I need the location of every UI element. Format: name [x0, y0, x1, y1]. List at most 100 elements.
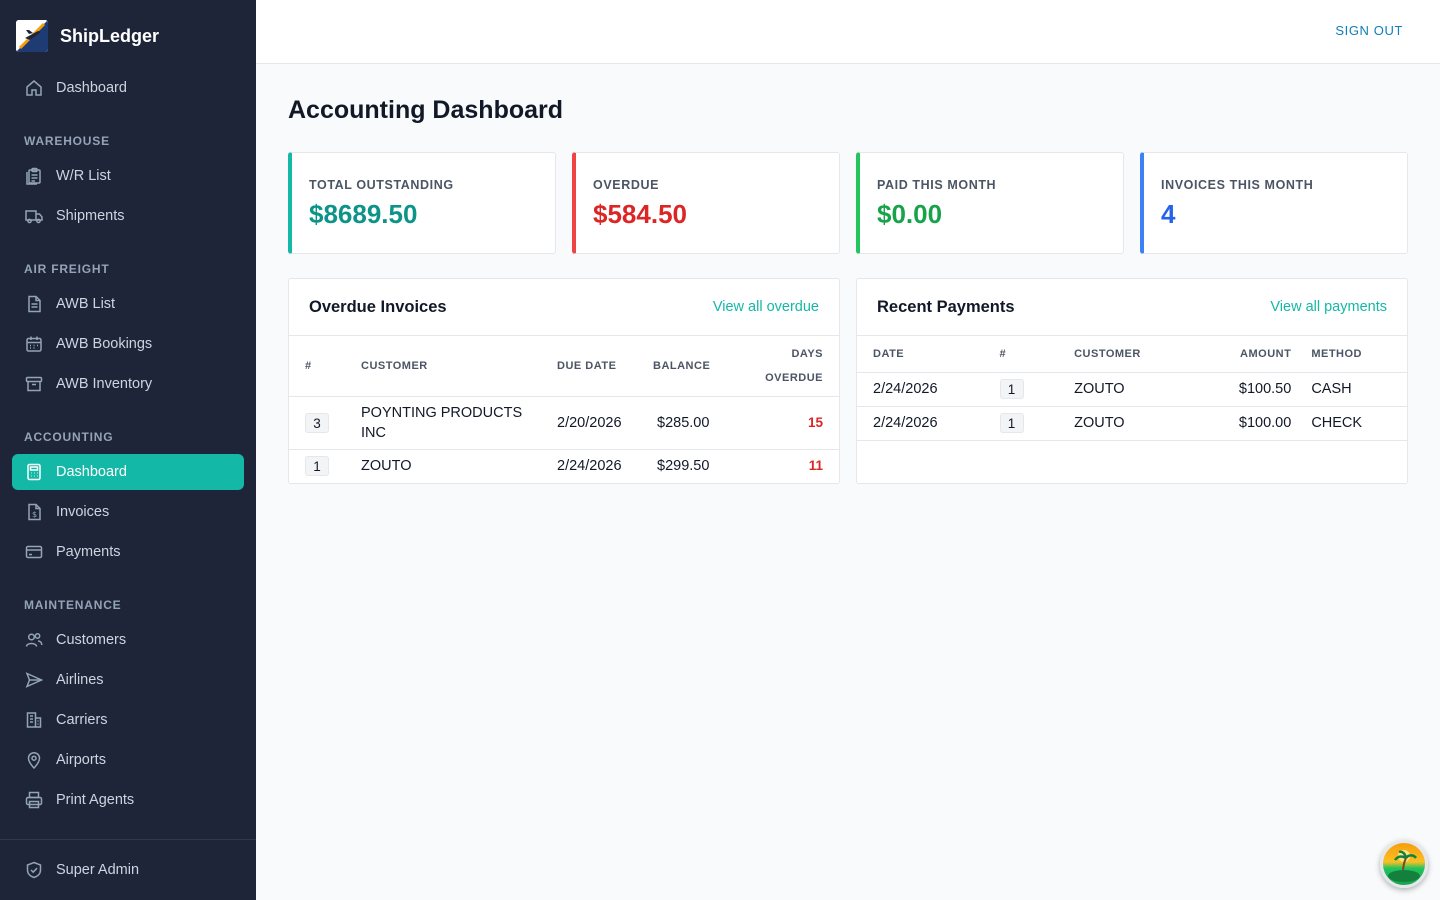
recent-payments-panel: Recent Payments View all payments DATE #…	[856, 278, 1408, 484]
paper-plane-icon	[24, 670, 44, 690]
sidebar-item-wr-list[interactable]: W/R List	[12, 158, 244, 194]
sidebar-item-label: Airports	[56, 752, 106, 768]
stat-label: TOTAL OUTSTANDING	[309, 178, 454, 192]
truck-icon	[24, 206, 44, 226]
col-header-date[interactable]: DATE	[873, 347, 905, 360]
calculator-icon	[24, 462, 44, 482]
balance-cell: $285.00	[657, 414, 710, 431]
stat-card-invoices-this-month: INVOICES THIS MONTH 4	[1140, 152, 1408, 254]
sidebar-item-label: Airlines	[56, 672, 104, 688]
col-header-days-line1: DAYS	[791, 347, 823, 360]
sidebar-item-label: W/R List	[56, 168, 111, 184]
table-row[interactable]: 1 ZOUTO 2/24/2026 $299.50 11	[289, 449, 839, 482]
stat-card-overdue: OVERDUE $584.50	[572, 152, 840, 254]
building-icon	[24, 710, 44, 730]
sidebar-item-dashboard[interactable]: Dashboard	[12, 70, 244, 106]
brand-logo-icon	[16, 20, 48, 52]
stat-label: OVERDUE	[593, 178, 660, 192]
table-row[interactable]: 3 POYNTING PRODUCTS INC 2/20/2026 $285.0…	[289, 396, 839, 449]
col-header-days-line2: OVERDUE	[765, 371, 823, 384]
col-header-num: #	[999, 347, 1007, 360]
sidebar-item-label: Payments	[56, 544, 121, 560]
sidebar-item-print-agents[interactable]: Print Agents	[12, 782, 244, 818]
sidebar-item-super-admin[interactable]: Super Admin	[12, 852, 244, 888]
document-icon	[24, 294, 44, 314]
stat-card-total-outstanding: TOTAL OUTSTANDING $8689.50	[288, 152, 556, 254]
sidebar-item-airlines[interactable]: Airlines	[12, 662, 244, 698]
nav-section-warehouse: WAREHOUSE	[24, 134, 110, 148]
invoice-number-badge[interactable]: 1	[999, 413, 1024, 433]
col-header-due-date[interactable]: DUE DATE	[557, 359, 617, 372]
sidebar-item-accounting-dashboard[interactable]: Dashboard	[12, 454, 244, 490]
svg-text:$: $	[32, 510, 37, 519]
sidebar-item-label: Invoices	[56, 504, 110, 520]
sidebar-item-awb-inventory[interactable]: AWB Inventory	[12, 366, 244, 402]
sidebar-item-shipments[interactable]: Shipments	[12, 198, 244, 234]
printer-icon	[24, 790, 44, 810]
view-all-overdue-link[interactable]: View all overdue	[712, 299, 819, 315]
table-row[interactable]: 2/24/2026 1 ZOUTO $100.50 CASH	[857, 372, 1407, 406]
assistant-avatar-button[interactable]	[1380, 840, 1428, 888]
sidebar-item-payments[interactable]: Payments	[12, 534, 244, 570]
sidebar-item-label: Shipments	[56, 208, 125, 224]
table-header-row: # CUSTOMER DUE DATE BALANCE DAYS OVERDUE	[289, 336, 839, 396]
page-title: Accounting Dashboard	[288, 96, 564, 124]
sign-out-button[interactable]: SIGN OUT	[1335, 23, 1403, 38]
top-bar: SIGN OUT	[256, 0, 1440, 64]
panel-title: Recent Payments	[877, 298, 1015, 316]
col-header-customer[interactable]: CUSTOMER	[361, 359, 428, 372]
amount-cell: $100.50	[1238, 381, 1292, 397]
stat-cards: TOTAL OUTSTANDING $8689.50 OVERDUE $584.…	[288, 152, 1408, 254]
sidebar-item-label: Customers	[56, 632, 127, 648]
stat-label: INVOICES THIS MONTH	[1161, 178, 1314, 192]
table-row[interactable]: 2/24/2026 1 ZOUTO $100.00 CHECK	[857, 406, 1407, 440]
sidebar-item-label: AWB Bookings	[56, 336, 153, 352]
sidebar-item-carriers[interactable]: Carriers	[12, 702, 244, 738]
invoice-dollar-icon: $	[24, 502, 44, 522]
sidebar-item-label: Dashboard	[56, 80, 127, 96]
sidebar-item-label: AWB List	[56, 296, 116, 312]
nav-section-maintenance: MAINTENANCE	[24, 598, 122, 612]
nav-section-accounting: ACCOUNTING	[24, 430, 114, 444]
date-cell: 2/24/2026	[873, 415, 938, 431]
clipboard-list-icon	[24, 166, 44, 186]
customer-cell: ZOUTO	[361, 457, 412, 474]
sidebar-item-airports[interactable]: Airports	[12, 742, 244, 778]
brand[interactable]: ShipLedger	[16, 20, 159, 52]
customer-cell: POYNTING PRODUCTS INC	[361, 404, 523, 441]
overdue-invoices-panel: Overdue Invoices View all overdue # CUST…	[288, 278, 840, 484]
nav-section-air-freight: AIR FREIGHT	[24, 262, 110, 276]
archive-box-icon	[24, 374, 44, 394]
days-overdue-cell: 11	[808, 458, 823, 474]
sidebar-item-label: Super Admin	[56, 862, 140, 878]
credit-card-icon	[24, 542, 44, 562]
invoice-number-badge[interactable]: 1	[305, 455, 329, 476]
col-header-amount[interactable]: AMOUNT	[1240, 347, 1292, 360]
customer-cell: ZOUTO	[1074, 415, 1125, 431]
stat-value: $0.00	[877, 199, 943, 229]
invoice-number-badge[interactable]: 1	[999, 379, 1024, 399]
table-header-row: DATE # CUSTOMER AMOUNT METHOD	[857, 336, 1407, 372]
sidebar-item-awb-bookings[interactable]: AWB Bookings	[12, 326, 244, 362]
home-icon	[24, 78, 44, 98]
invoice-number-badge[interactable]: 3	[305, 412, 329, 433]
sidebar-item-customers[interactable]: Customers	[12, 622, 244, 658]
sidebar-item-invoices[interactable]: $ Invoices	[12, 494, 244, 530]
col-header-customer[interactable]: CUSTOMER	[1074, 347, 1141, 360]
sidebar-item-label: Print Agents	[56, 792, 135, 808]
calendar-icon	[24, 334, 44, 354]
view-all-payments-link[interactable]: View all payments	[1270, 299, 1387, 315]
sidebar-item-awb-list[interactable]: AWB List	[12, 286, 244, 322]
col-header-days-overdue[interactable]: DAYS OVERDUE	[737, 336, 839, 396]
balance-cell: $299.50	[657, 457, 710, 474]
recent-payments-table: DATE # CUSTOMER AMOUNT METHOD 2/24/2026 …	[857, 336, 1407, 441]
col-header-method[interactable]: METHOD	[1311, 347, 1362, 360]
amount-cell: $100.00	[1238, 415, 1292, 431]
map-pin-icon	[24, 750, 44, 770]
sidebar-item-label: Carriers	[56, 712, 108, 728]
due-date-cell: 2/24/2026	[557, 457, 622, 474]
col-header-balance[interactable]: BALANCE	[653, 359, 711, 372]
customer-cell: ZOUTO	[1074, 381, 1125, 397]
due-date-cell: 2/20/2026	[557, 414, 622, 431]
sidebar-item-label: AWB Inventory	[56, 376, 153, 392]
